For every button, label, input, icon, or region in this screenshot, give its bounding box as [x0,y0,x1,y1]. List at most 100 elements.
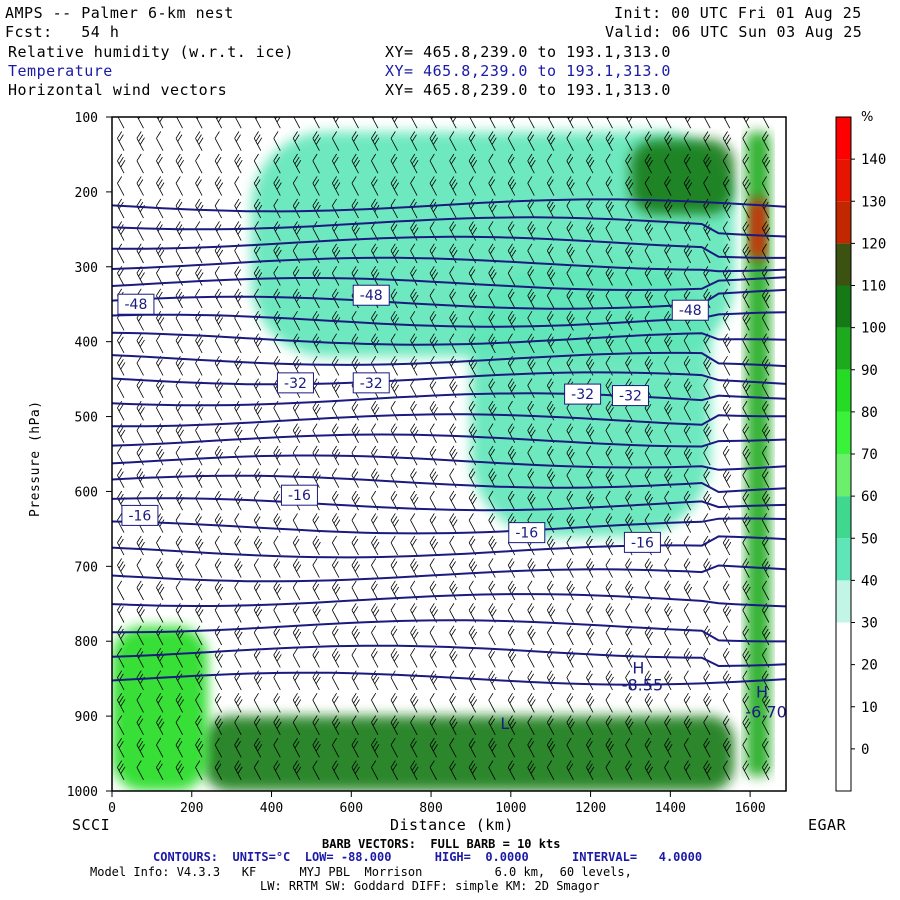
isotherms [112,198,786,686]
wind-barb [136,445,144,466]
isotherm-line [112,276,786,292]
wind-barb [117,715,125,735]
wind-barb [566,760,574,780]
wind-barb [625,760,633,780]
wind-barb [234,715,242,735]
wind-barb [331,117,341,129]
colorbar-band [836,622,851,791]
wind-barb [331,693,340,713]
wind-barb [136,693,144,713]
wind-barb [586,423,595,443]
wind-barb [449,117,458,129]
wind-barb [566,423,574,443]
model-info-line1: Model Info: V4.3.3 KF MYJ PBL Morrison 6… [90,865,632,879]
wind-barb [234,603,242,623]
colorbar-tick-label: 20 [861,658,878,674]
wind-barb [390,715,399,735]
wind-barb [156,715,165,735]
wind-barb [722,580,731,601]
wind-barb [429,468,438,488]
wind-barb [449,378,458,398]
wind-barb [156,603,164,623]
wind-barb [644,176,652,196]
rh-region-left-low-moist [112,626,208,791]
wind-barb [586,715,594,735]
init-time: Init: 00 UTC Fri 01 Aug 25 [614,4,862,22]
wind-barb [136,176,144,196]
wind-barb [136,117,144,129]
wind-barb [195,117,203,129]
wind-barb [449,580,458,601]
wind-barb [722,131,732,151]
wind-barb [742,445,751,466]
wind-barb [331,648,341,668]
wind-barb [507,625,516,646]
wind-barb [468,378,477,398]
wind-barb [429,131,438,151]
wind-barb [273,176,282,196]
wind-barb [566,266,574,286]
wind-barb [234,760,243,780]
wind-barb [527,176,535,196]
wind-barb [468,760,478,780]
wind-barb [175,558,184,578]
wind-barb [410,737,418,758]
isotherm-line [112,454,786,471]
isotherm-labels: -48-48-48-32 -32-32 -32-16-16-16-16H-8.55 H… [117,284,787,733]
wind-barb [761,490,771,511]
wind-barb [488,760,496,780]
wind-barb [371,445,379,466]
wind-barb [644,153,653,174]
wind-barb [273,558,281,578]
wind-barb [664,176,672,196]
wind-barb [253,625,262,646]
wind-barb [175,266,183,286]
colorbar-tick-label: 100 [861,321,886,337]
wind-barb [605,311,613,331]
wind-barb [117,580,125,601]
wind-barb [546,131,556,151]
wind-barb [234,117,242,129]
contour-annotation: L [500,714,509,733]
wind-barb [761,468,770,488]
wind-barb [390,760,398,780]
wind-barb [449,490,457,511]
wind-barb [683,400,692,421]
wind-barb [546,468,556,488]
wind-barb [625,153,633,174]
wind-barb [156,737,164,758]
wind-barb [722,760,731,780]
wind-barb [214,693,223,713]
wind-barb [234,445,242,466]
wind-barb [527,737,535,758]
wind-barb [683,603,692,623]
colorbar-band [836,117,851,160]
wind-barb [195,266,204,286]
wind-barb [527,266,535,286]
isotherm-line [112,474,786,494]
wind-barb [331,266,340,286]
axes: 0 200 400 600 800 1000 1200 1400 1600 100 200 300 40… [67,111,766,816]
wind-barb [586,603,594,623]
wind-barb [371,176,379,196]
wind-barb [527,693,536,713]
wind-barb [234,737,242,758]
wind-barb [136,153,144,174]
wind-barb [527,333,535,354]
wind-barb [664,153,672,174]
wind-barb [312,693,320,713]
wind-barb [410,176,418,196]
y-axis-label: Pressure (hPa) [28,400,43,517]
wind-barb [449,558,457,578]
wind-barb [292,243,301,264]
wind-barb [546,737,556,758]
wind-barb [273,760,281,780]
wind-barb [195,558,203,578]
wind-barb [625,490,633,511]
wind-barb [566,693,574,713]
wind-barb [468,445,477,466]
wind-barb [331,176,341,196]
wind-barb [664,423,672,443]
wind-barb [195,580,203,601]
wind-barb [214,153,223,174]
